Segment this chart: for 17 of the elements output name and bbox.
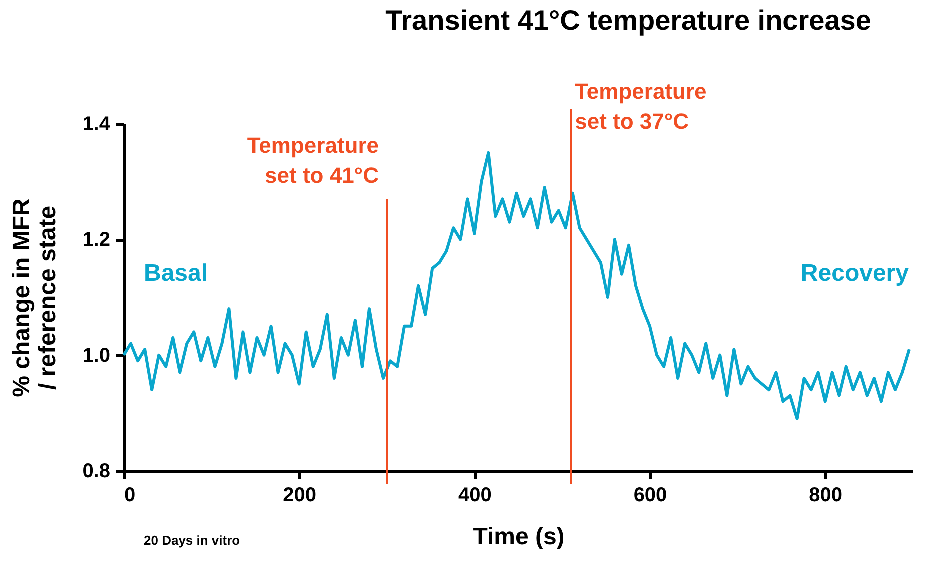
x-tick-label: 600 (634, 484, 668, 506)
y-tick-label: 1.4 (82, 114, 112, 136)
annotation: Recovery (800, 260, 910, 287)
x-tick-label: 800 (809, 484, 843, 506)
text: 20 Days in vitro (144, 533, 240, 548)
ref-line-label: Temperature set to 41°C (247, 133, 380, 188)
y-tick-label: 1.2 (82, 229, 110, 252)
x-tick-label: 400 (458, 484, 492, 506)
ref-line-label: Temperature set to 37°C (575, 79, 707, 134)
x-tick-label: 200 (283, 484, 317, 506)
chart-title: Transient 41°C temperature increase (386, 5, 872, 36)
annotation: Basal (144, 260, 208, 287)
x-tick-label: 0 (124, 484, 136, 506)
y-tick-label: 1.0 (82, 344, 110, 367)
x-axis-title: Time (s) (473, 524, 565, 550)
y-axis-title: % change in MFR / reference state (8, 198, 62, 398)
y-tick-label: 0.8 (82, 460, 110, 482)
